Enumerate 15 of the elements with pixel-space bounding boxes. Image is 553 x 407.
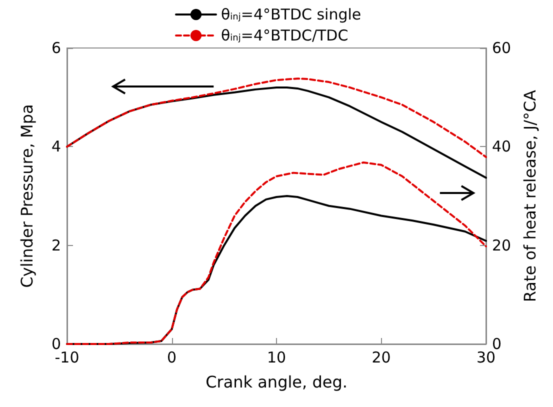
x-tick-label: 20 <box>372 348 391 366</box>
y-tick-label: 4 <box>51 138 61 156</box>
x-tick-label: 0 <box>166 348 177 366</box>
legend-label: θinj=4°BTDC single <box>221 6 362 24</box>
legend-label: θinj=4°BTDC/TDC <box>221 26 348 44</box>
x-tick-label: 10 <box>266 348 286 366</box>
y-axis-title: Cylinder Pressure, Mpa <box>18 104 36 288</box>
y2-tick-label: 60 <box>492 39 512 57</box>
line-series <box>66 78 487 158</box>
x-axis-title: Crank angle, deg. <box>206 372 348 392</box>
y-tick-label: 6 <box>51 39 61 57</box>
y2-tick-label: 40 <box>492 138 512 156</box>
y2-tick-label: 20 <box>492 236 512 254</box>
y-tick-label: 2 <box>51 236 61 254</box>
y2-axis-title: Rate of heat release, J/°CA <box>520 90 540 302</box>
